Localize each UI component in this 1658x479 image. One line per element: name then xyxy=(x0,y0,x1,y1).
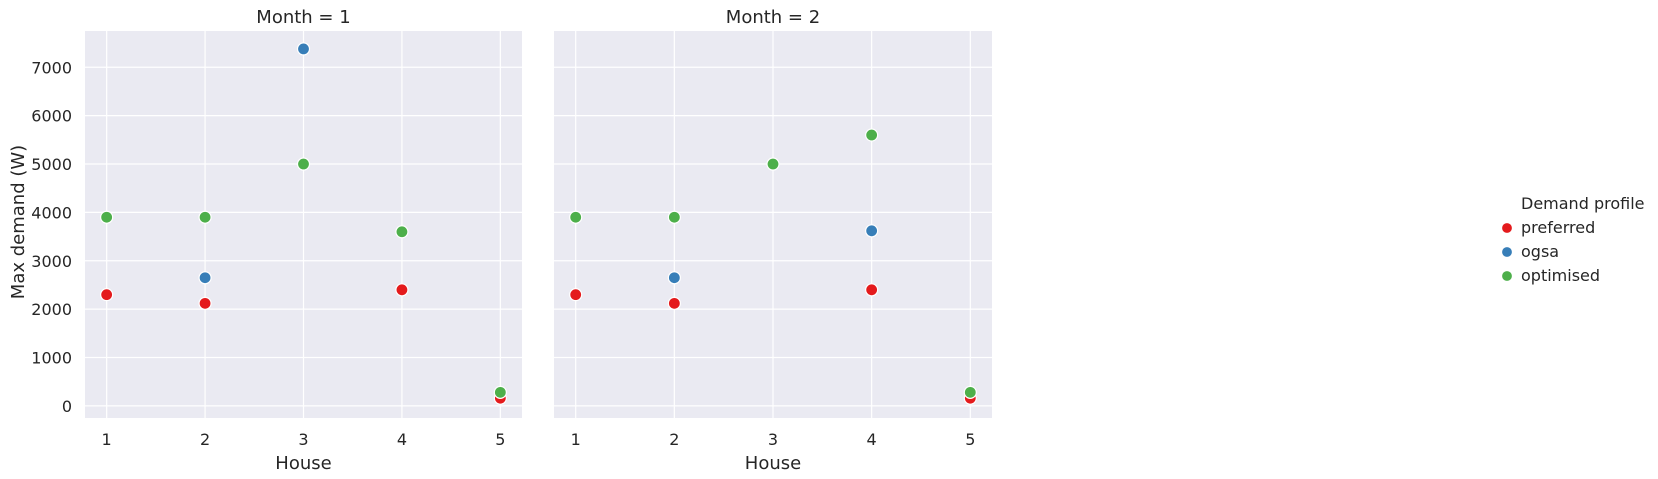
data-point-optimised xyxy=(865,128,879,142)
data-point-optimised xyxy=(395,225,409,239)
y-axis-label: Max demand (W) xyxy=(8,145,29,299)
data-point-ogsa xyxy=(667,271,681,285)
facet-panel-1: 1 2 3 4 5 0 1000 2000 3000 4000 5000 6000 7000 House M… xyxy=(31,7,522,474)
data-point-optimised xyxy=(296,157,311,171)
x-tick-label: 2 xyxy=(200,430,210,449)
x-tick-label: 4 xyxy=(397,430,407,449)
data-point-preferred xyxy=(865,283,879,297)
legend-marker-ogsa xyxy=(1500,245,1514,259)
x-tick-label: 3 xyxy=(768,430,778,449)
y-tick-label: 4000 xyxy=(31,203,72,222)
legend-marker-optimised xyxy=(1500,269,1514,283)
x-tick-label: 3 xyxy=(298,430,308,449)
data-point-preferred xyxy=(198,296,212,310)
x-tick-label: 1 xyxy=(571,430,581,449)
legend: Demand profile preferred ogsa optimised xyxy=(1500,194,1644,285)
legend-label-preferred: preferred xyxy=(1521,218,1595,237)
x-axis-label: House xyxy=(745,453,801,474)
y-tick-label: 7000 xyxy=(31,58,72,77)
data-point-optimised xyxy=(766,157,780,171)
data-point-ogsa xyxy=(296,42,311,56)
legend-label-ogsa: ogsa xyxy=(1521,242,1559,261)
y-tick-label: 5000 xyxy=(31,155,72,174)
data-point-preferred xyxy=(569,288,583,302)
legend-items: preferred ogsa optimised xyxy=(1500,218,1600,285)
x-tick-label: 1 xyxy=(102,430,112,449)
x-tick-label: 5 xyxy=(965,430,975,449)
y-tick-label: 0 xyxy=(62,397,72,416)
y-tick-label: 3000 xyxy=(31,252,72,271)
y-tick-label: 1000 xyxy=(31,349,72,368)
legend-title: Demand profile xyxy=(1521,194,1644,213)
data-point-optimised xyxy=(198,210,212,224)
data-point-preferred xyxy=(667,296,681,310)
data-point-optimised xyxy=(667,210,681,224)
legend-marker-preferred xyxy=(1500,221,1514,235)
data-point-ogsa xyxy=(198,271,212,285)
data-point-optimised xyxy=(100,210,114,224)
panel-title: Month = 2 xyxy=(726,7,820,28)
x-tick-label: 5 xyxy=(495,430,505,449)
y-tick-label: 2000 xyxy=(31,300,72,319)
legend-label-optimised: optimised xyxy=(1521,266,1600,285)
x-tick-label: 4 xyxy=(867,430,877,449)
facet-panel-2: 1 2 3 4 5 House Month = 2 xyxy=(554,7,992,474)
data-point-optimised xyxy=(963,385,977,399)
data-point-preferred xyxy=(100,288,114,302)
x-tick-label: 2 xyxy=(669,430,679,449)
facet-panels: 1 2 3 4 5 0 1000 2000 3000 4000 5000 6000 7000 House M… xyxy=(31,7,992,474)
data-point-optimised xyxy=(569,210,583,224)
data-point-ogsa xyxy=(865,224,879,238)
panel-title: Month = 1 xyxy=(256,7,350,28)
x-axis-label: House xyxy=(275,453,331,474)
data-point-optimised xyxy=(493,385,507,399)
data-point-preferred xyxy=(395,283,409,297)
y-tick-label: 6000 xyxy=(31,107,72,126)
